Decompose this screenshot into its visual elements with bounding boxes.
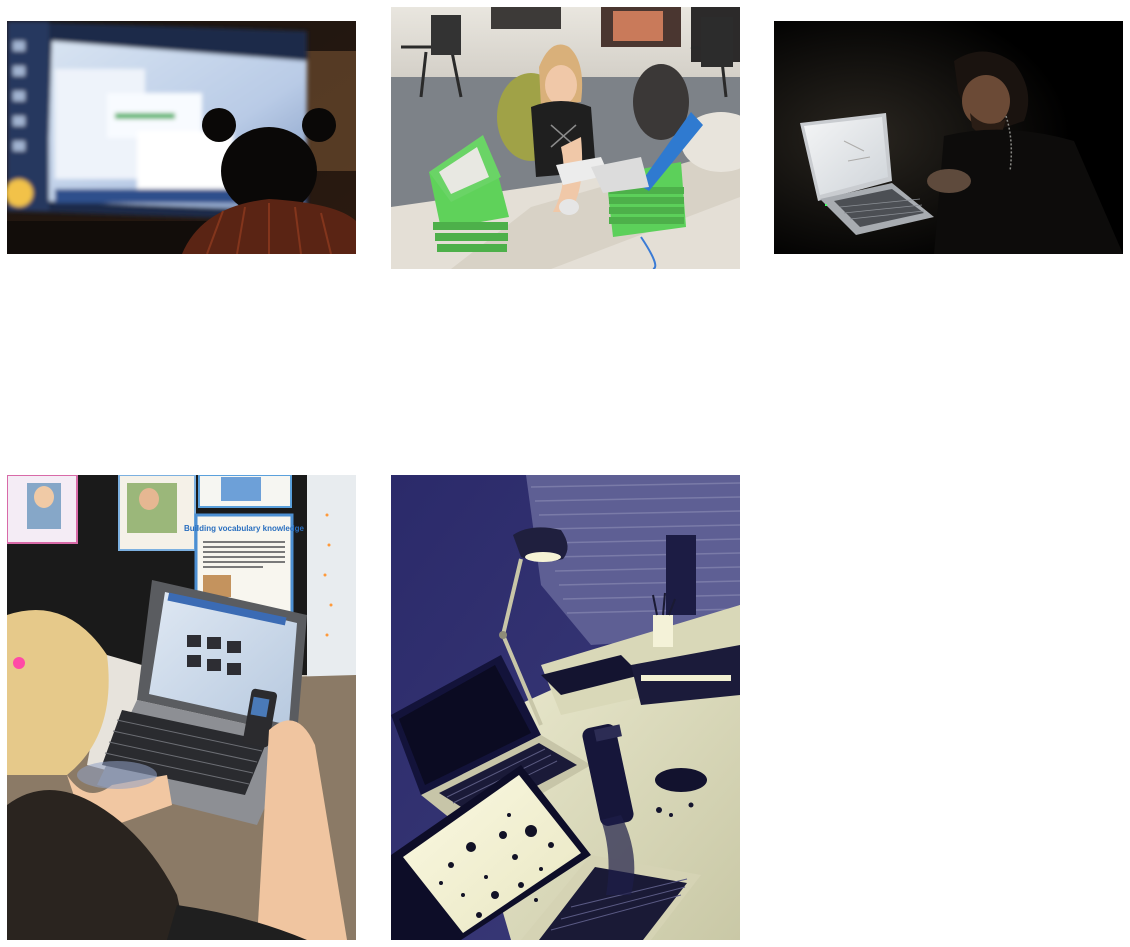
poster-title: Building vocabulary knowledge (184, 524, 305, 533)
photo-monitor-silhouette (7, 21, 356, 254)
photo-man-laptop-dark (774, 21, 1123, 254)
photo-classroom-laptop: Building vocabulary knowledge (7, 475, 356, 940)
photo-woman-green-laptops (391, 7, 740, 269)
photo-desk-duotone (391, 475, 740, 940)
